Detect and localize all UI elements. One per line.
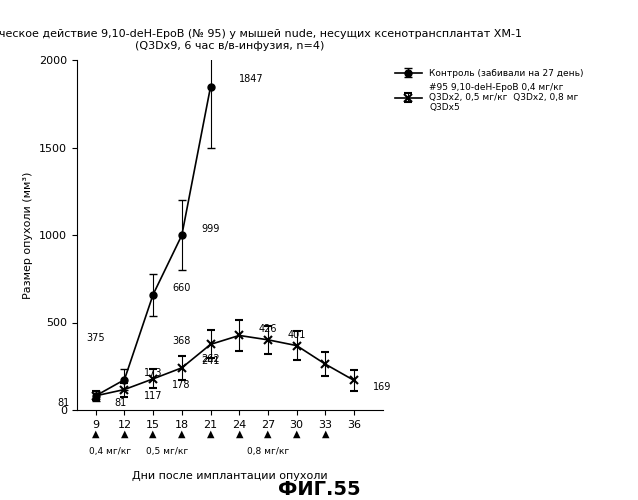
Text: 117: 117 (144, 391, 162, 401)
Text: 241: 241 (201, 356, 219, 366)
Title: Терапевтическое действие 9,10-deH-EpoB (№ 95) у мышей nude, несущих ксенотранспл: Терапевтическое действие 9,10-deH-EpoB (… (0, 30, 522, 51)
Text: 81: 81 (57, 398, 70, 408)
Y-axis label: Размер опухоли (мм³): Размер опухоли (мм³) (23, 172, 33, 298)
Text: 0,8 мг/кг: 0,8 мг/кг (247, 447, 289, 456)
Text: 426: 426 (258, 324, 277, 334)
Text: ▲: ▲ (178, 429, 186, 439)
Text: 401: 401 (287, 330, 306, 340)
Text: ▲: ▲ (121, 429, 128, 439)
Text: ▲: ▲ (207, 429, 214, 439)
Text: ▲: ▲ (264, 429, 272, 439)
Text: 999: 999 (201, 224, 219, 234)
Text: ФИГ.55: ФИГ.55 (278, 480, 360, 499)
Text: 262: 262 (201, 354, 219, 364)
Text: 0,5 мг/кг: 0,5 мг/кг (146, 447, 189, 456)
Text: 0,4 мг/кг: 0,4 мг/кг (89, 447, 131, 456)
Text: 375: 375 (86, 333, 105, 343)
Text: 169: 169 (373, 382, 392, 392)
Text: ▲: ▲ (322, 429, 329, 439)
Text: 660: 660 (172, 283, 191, 293)
Text: ▲: ▲ (293, 429, 300, 439)
Text: 81: 81 (115, 398, 127, 408)
Legend: Контроль (забивали на 27 день), #95 9,10-deH-EpoB 0,4 мг/кг
Q3Dx2, 0,5 мг/кг  Q3: Контроль (забивали на 27 день), #95 9,10… (390, 64, 588, 117)
Text: 178: 178 (172, 380, 191, 390)
Text: 173: 173 (144, 368, 162, 378)
X-axis label: Дни после имплантации опухоли: Дни после имплантации опухоли (132, 472, 327, 482)
Text: 368: 368 (172, 336, 191, 346)
Text: ▲: ▲ (149, 429, 157, 439)
Text: ▲: ▲ (92, 429, 100, 439)
Text: ▲: ▲ (235, 429, 243, 439)
Text: 1847: 1847 (239, 74, 264, 84)
